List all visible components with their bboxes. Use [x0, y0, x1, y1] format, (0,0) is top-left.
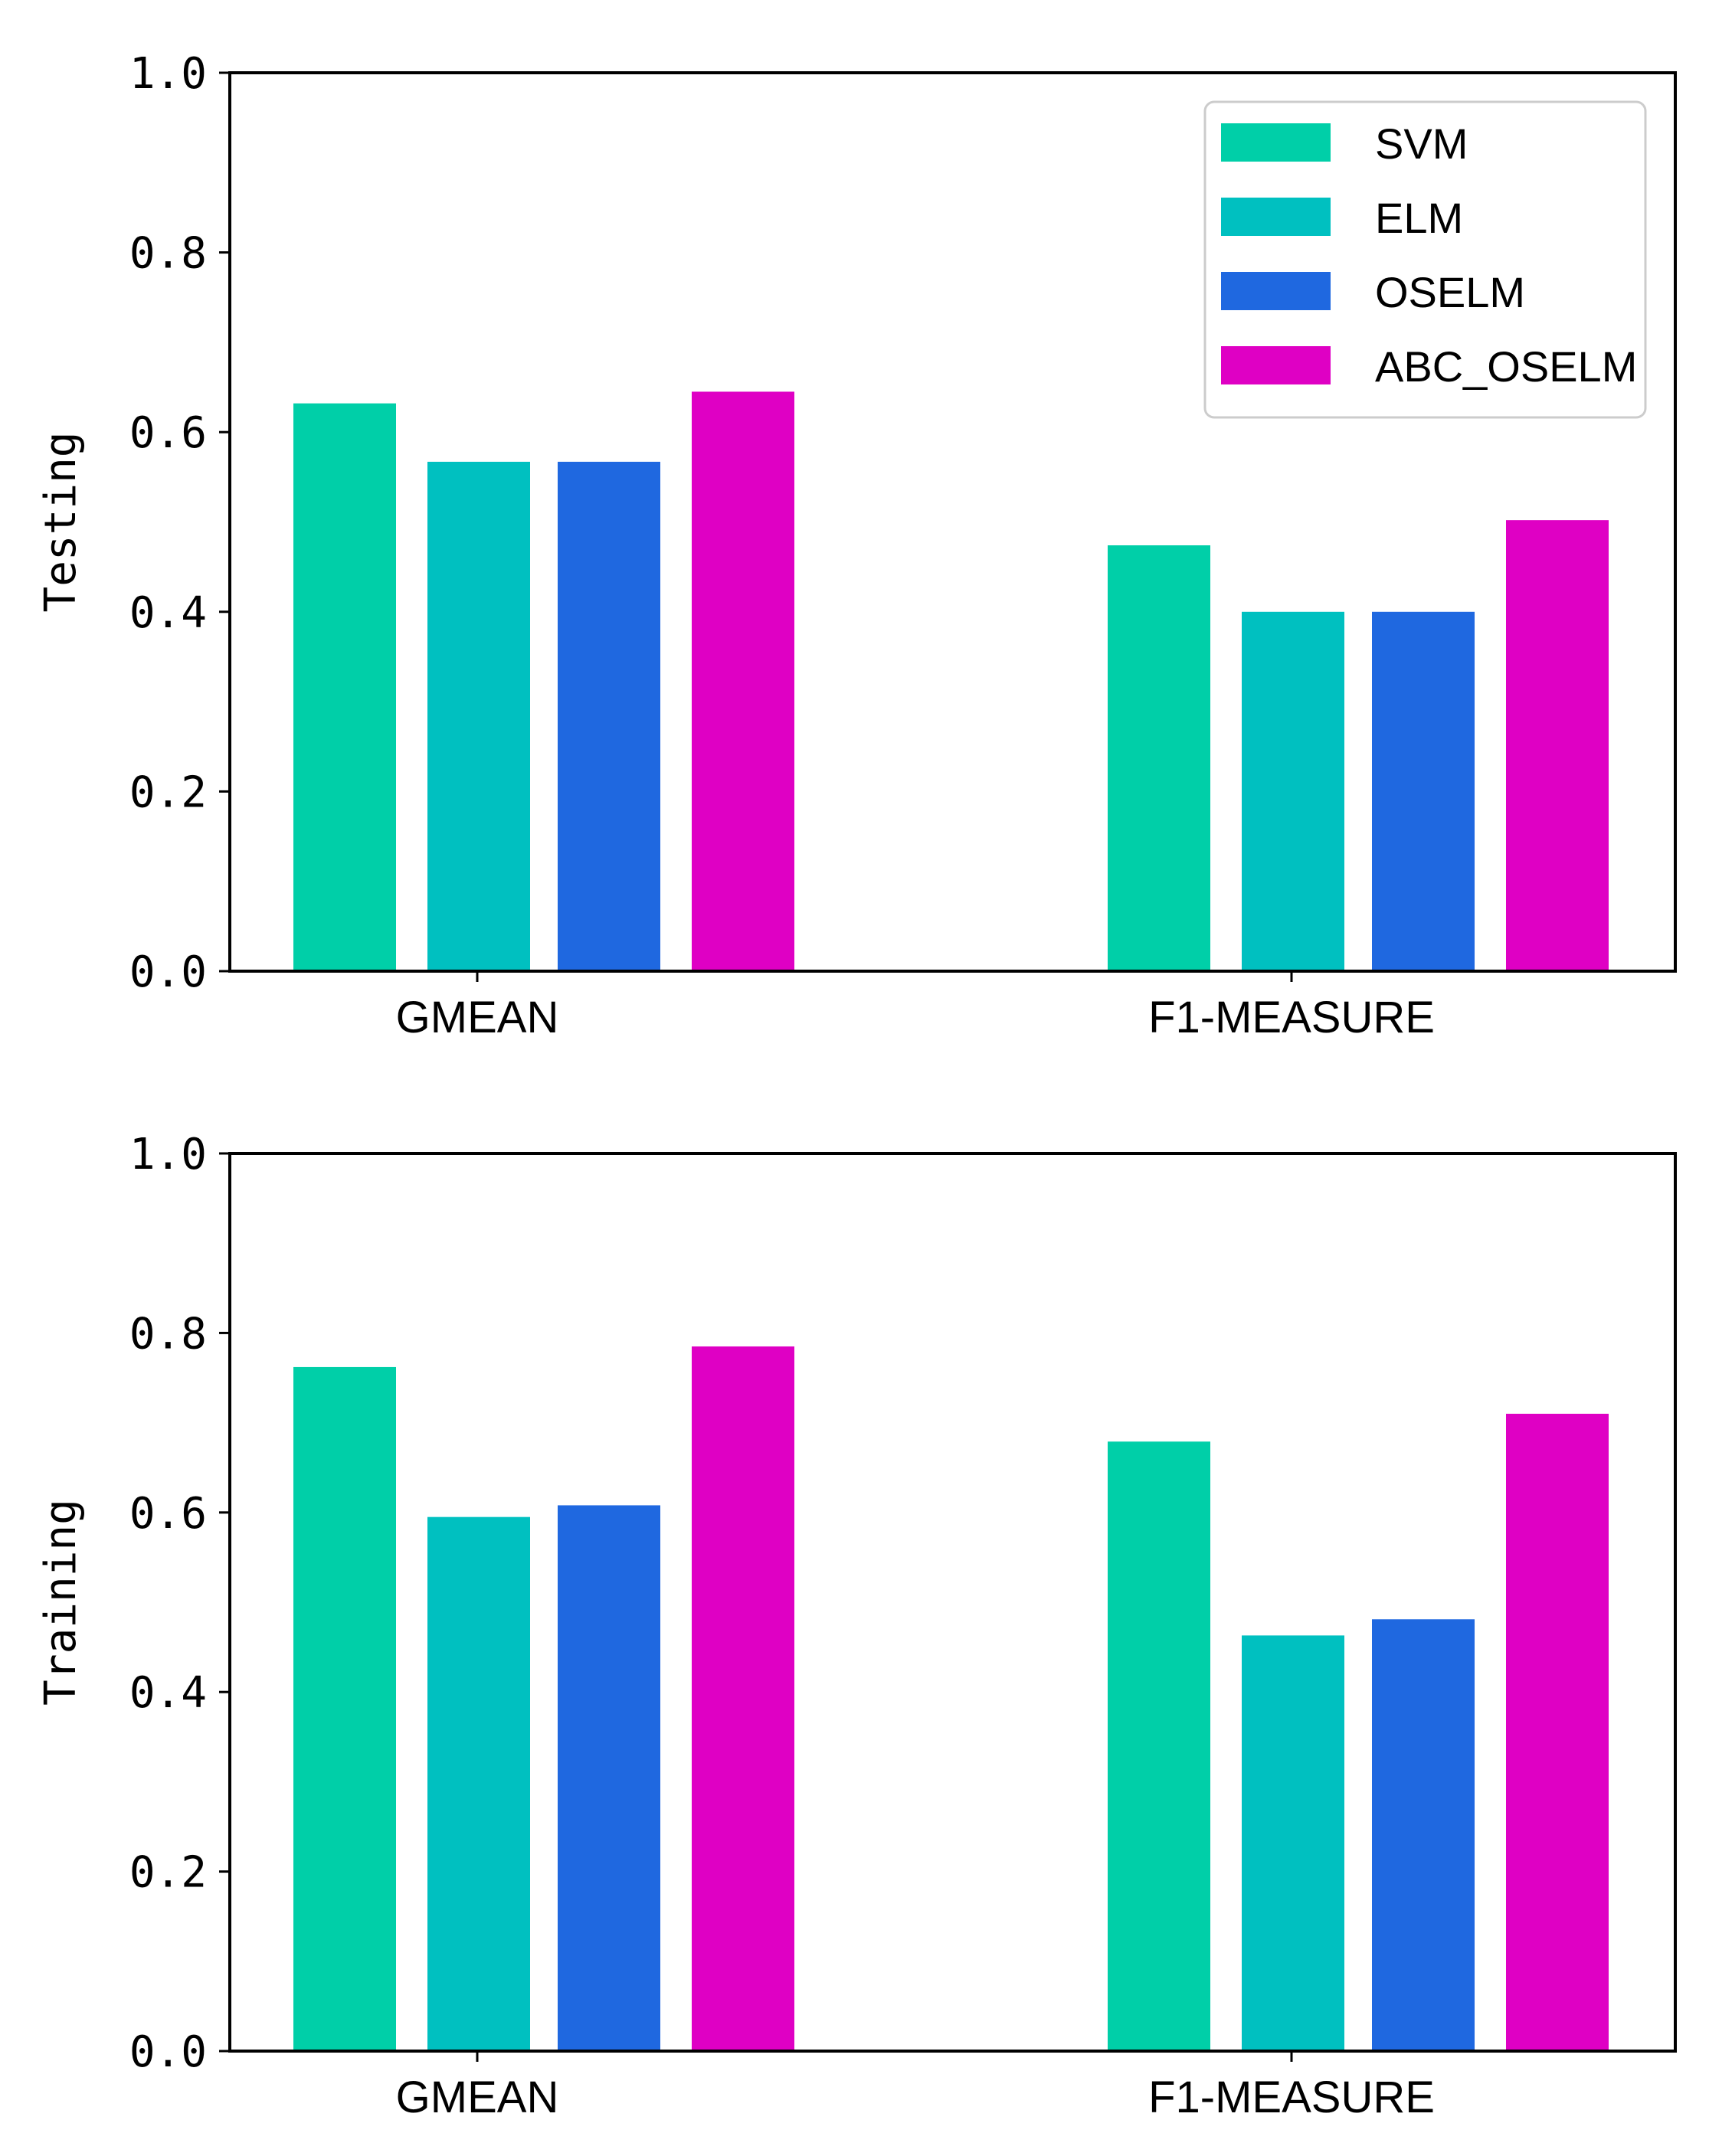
bar-svm-f1-measure: [1108, 545, 1210, 971]
bar-svm-f1-measure: [1108, 1441, 1210, 2051]
bar-elm-gmean: [427, 461, 530, 971]
legend-box: [1203, 100, 1647, 419]
y-tick-label: 1.0: [129, 49, 207, 99]
legend-swatch-svm: [1221, 123, 1331, 162]
y-tick-label: 0.2: [129, 1848, 207, 1898]
legend-label-svm: SVM: [1375, 119, 1468, 168]
x-tick-label: F1-MEASURE: [1148, 2073, 1435, 2122]
x-tick-label: F1-MEASURE: [1148, 993, 1435, 1042]
bar-abc_oselm-gmean: [692, 391, 794, 971]
y-tick-label: 0.2: [129, 767, 207, 817]
y-tick-label: 0.0: [129, 947, 207, 997]
bar-oselm-f1-measure: [1372, 1619, 1475, 2051]
bar-abc_oselm-gmean: [692, 1346, 794, 2051]
x-tick-label: GMEAN: [396, 993, 559, 1042]
bar-abc_oselm-f1-measure: [1506, 1413, 1609, 2051]
chart-panel-2: GMEAN F1-MEASURE 0.0 0.2 0.4 0.6 0.8 1.0 Trainin…: [36, 1130, 1677, 2122]
bar-elm-f1-measure: [1242, 611, 1344, 971]
bar-elm-gmean: [427, 1516, 530, 2051]
bar-svm-gmean: [293, 1366, 396, 2051]
y-axis-label: Testing: [36, 431, 86, 612]
y-tick-label: 1.0: [129, 1130, 207, 1179]
bar-oselm-f1-measure: [1372, 611, 1475, 971]
legend-swatch-oselm: [1221, 272, 1331, 310]
bar-abc_oselm-f1-measure: [1506, 520, 1609, 971]
y-tick-label: 0.6: [129, 1489, 207, 1539]
y-tick-label: 0.6: [129, 408, 207, 458]
legend-swatch-elm: [1221, 198, 1331, 236]
legend-label-elm: ELM: [1375, 194, 1463, 242]
y-tick-label: 0.0: [129, 2027, 207, 2077]
y-tick-label: 0.8: [129, 1309, 207, 1359]
legend-swatch-abc_oselm: [1221, 346, 1331, 384]
y-tick-label: 0.4: [129, 1668, 207, 1718]
bar-elm-f1-measure: [1242, 1635, 1344, 2051]
plot-frame: [228, 71, 1677, 973]
y-tick-label: 0.4: [129, 588, 207, 638]
legend-label-abc_oselm: ABC_OSELM: [1375, 342, 1637, 391]
bar-svm-gmean: [293, 403, 396, 971]
y-tick-label: 0.8: [129, 229, 207, 279]
y-axis-label: Training: [36, 1499, 86, 1706]
chart-panel-1: GMEAN F1-MEASURE 0.0 0.2 0.4 0.6 0.8 1.0 Testing…: [36, 49, 1677, 1042]
bar-oselm-gmean: [558, 461, 660, 971]
plot-frame: [228, 1152, 1677, 2053]
legend-label-oselm: OSELM: [1375, 268, 1525, 316]
bar-oselm-gmean: [558, 1505, 660, 2051]
x-tick-label: GMEAN: [396, 2073, 559, 2122]
